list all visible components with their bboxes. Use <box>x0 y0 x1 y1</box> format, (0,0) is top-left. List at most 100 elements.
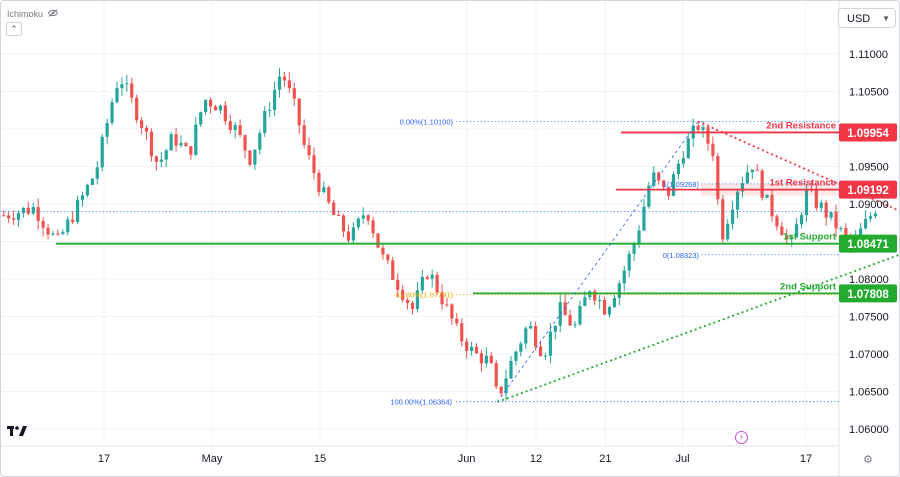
price-tick-label: 1.06500 <box>849 387 889 399</box>
candle-body <box>376 233 380 248</box>
candle-body <box>16 213 21 220</box>
tradingview-logo[interactable] <box>7 425 27 440</box>
candle-body <box>863 218 868 229</box>
candle-body <box>770 194 774 217</box>
candle-body <box>568 315 572 326</box>
candle-body <box>272 89 277 110</box>
candle-body <box>519 343 523 352</box>
lightning-icon[interactable]: ⚡ <box>735 431 748 444</box>
candle-body <box>647 185 651 207</box>
level-tags: 1.09954 1.09192 1.08471 1.07808 <box>839 123 897 303</box>
candle-body <box>652 172 656 186</box>
fib-label: 61.80%(1.07791) <box>395 291 453 300</box>
date-tick-label: 21 <box>599 453 611 465</box>
candle-body <box>740 183 745 192</box>
candle-body <box>765 194 769 198</box>
candle-body <box>292 88 296 99</box>
candle-body <box>593 291 597 301</box>
trendline <box>497 121 699 403</box>
candle-body <box>829 212 833 218</box>
candle-body <box>637 230 641 245</box>
candle-body <box>31 207 35 214</box>
candle-body <box>799 215 804 225</box>
candle-body <box>450 304 454 319</box>
grid <box>1 1 840 476</box>
gear-icon[interactable]: ⚙ <box>863 454 873 466</box>
eye-crossed-icon[interactable] <box>48 9 58 19</box>
candle-body <box>125 83 129 85</box>
candle-body <box>204 99 208 113</box>
candle-body <box>184 143 188 147</box>
candle-body <box>282 76 287 81</box>
candle-body <box>780 226 784 236</box>
chevron-up-icon[interactable]: ⌃ <box>6 22 22 36</box>
candle-body <box>110 102 114 123</box>
candle-body <box>415 290 420 309</box>
candle-body <box>711 143 715 157</box>
candle-body <box>760 170 764 198</box>
candle-body <box>386 254 390 261</box>
candle-body <box>839 228 843 230</box>
candle-body <box>425 276 429 279</box>
candle-body <box>676 163 681 175</box>
candle-body <box>51 233 55 235</box>
candle-body <box>21 207 26 214</box>
candle-body <box>287 80 291 89</box>
candle-body <box>460 323 464 342</box>
candle-body <box>716 156 720 200</box>
candle-body <box>120 84 124 89</box>
candle-body <box>396 279 400 290</box>
candle-body <box>351 227 355 241</box>
candle-body <box>248 150 252 165</box>
candle-body <box>11 218 16 220</box>
fib-label: 0(1.08323) <box>663 251 700 260</box>
candle-body <box>455 318 459 324</box>
candle-body <box>115 88 119 103</box>
candle-body <box>494 363 498 387</box>
candle-body <box>598 300 602 302</box>
candle-body <box>731 209 735 224</box>
candle-body <box>465 341 469 351</box>
candle-body <box>642 206 646 231</box>
level-label: 2nd Resistance <box>766 120 836 131</box>
candle-body <box>307 144 311 156</box>
candle-body <box>499 386 503 394</box>
candle-body <box>804 188 809 216</box>
candle-body <box>258 133 262 150</box>
candle-body <box>834 212 838 229</box>
candle-body <box>701 127 705 130</box>
candle-body <box>243 135 247 151</box>
date-tick-label: May <box>202 453 223 465</box>
candle-body <box>238 125 242 136</box>
candle-body <box>322 187 326 193</box>
candle-body <box>341 215 346 232</box>
date-tick-label: 12 <box>530 453 542 465</box>
candle-body <box>573 324 577 326</box>
candle-body <box>726 223 730 240</box>
candle-body <box>686 138 690 159</box>
candle-body <box>332 202 336 215</box>
candle-body <box>312 155 316 173</box>
candle-body <box>95 167 99 179</box>
price-tick-label: 1.07500 <box>849 312 889 324</box>
candle-body <box>71 219 75 223</box>
candle-body <box>750 169 754 173</box>
currency-select[interactable]: USD ▼ <box>838 8 896 28</box>
candle-body <box>194 124 198 155</box>
candle-body <box>208 99 213 107</box>
candle-body <box>356 218 360 228</box>
fib-label: 100.00%(1.06364) <box>390 398 452 407</box>
candle-body <box>90 178 94 185</box>
candle-body <box>263 110 267 134</box>
level-price-tag <box>839 284 897 303</box>
level-label: 1st Support <box>783 232 837 243</box>
date-tick-label: 17 <box>98 453 110 465</box>
candle-body <box>775 216 779 227</box>
candle-body <box>46 227 50 235</box>
candle-body <box>844 228 848 237</box>
candle-body <box>790 237 794 239</box>
candle-body <box>144 127 149 132</box>
candle-body <box>56 233 60 235</box>
